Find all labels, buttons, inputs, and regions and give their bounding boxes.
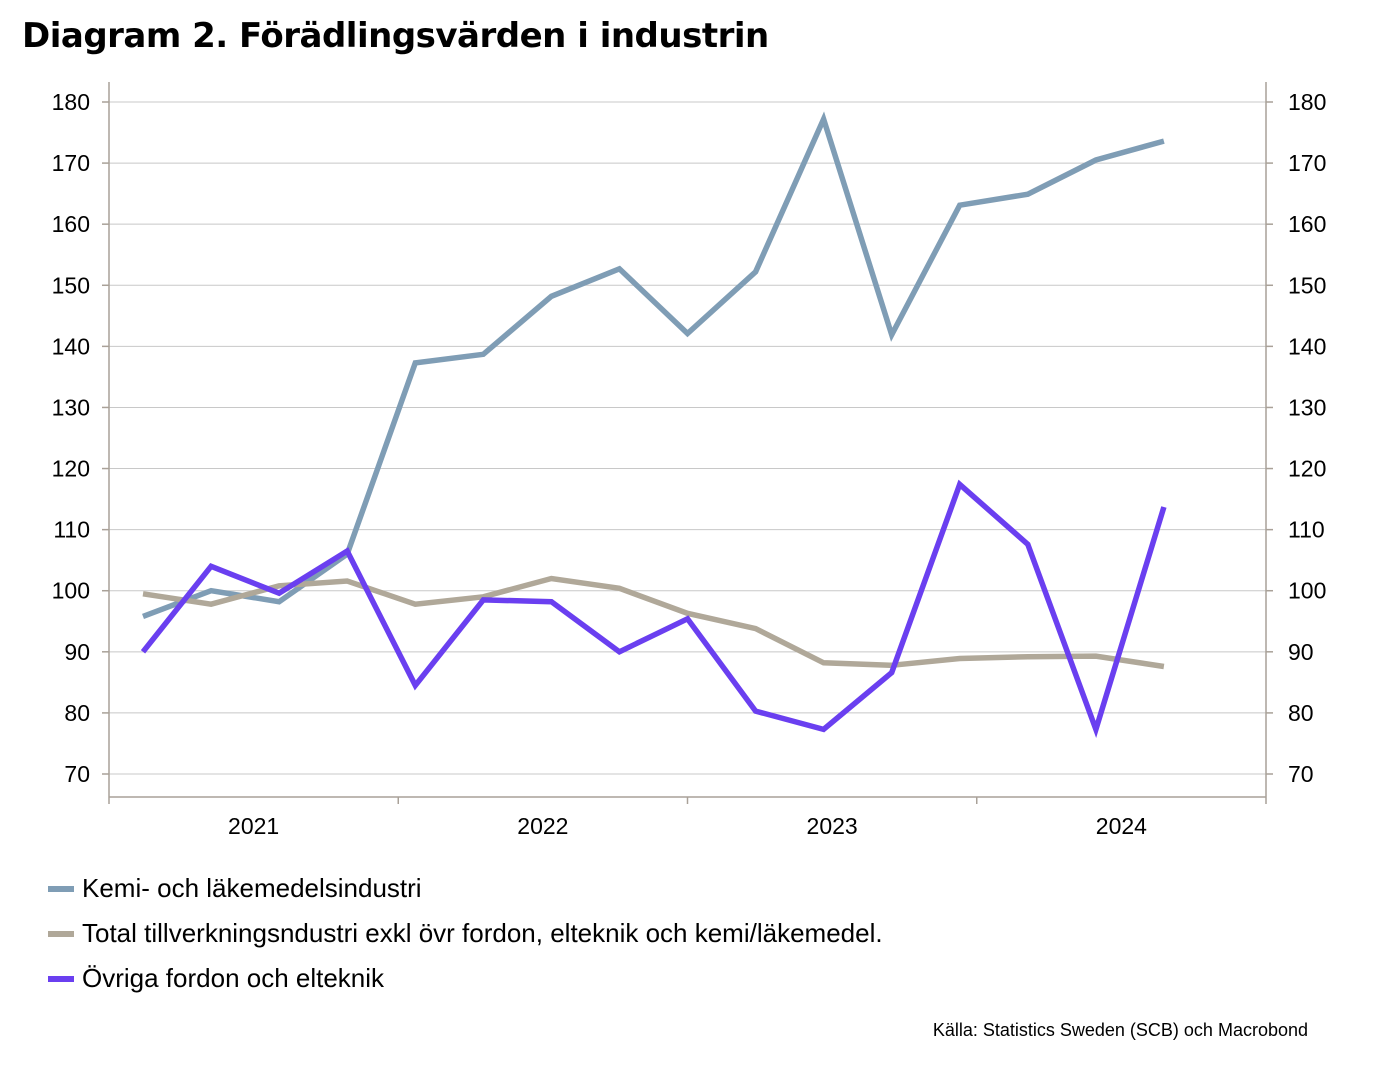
legend-item-total: Total tillverkningsndustri exkl övr ford…	[48, 911, 883, 956]
y-tick-label-left: 110	[53, 517, 90, 543]
gridlines	[109, 101, 1266, 775]
y-tick-label-right: 140	[1288, 333, 1326, 359]
y-tick-label-left: 160	[52, 211, 90, 237]
y-tick-label-right: 70	[1288, 761, 1314, 787]
y-tick-label-right: 150	[1288, 272, 1326, 298]
y-tick-label-left: 100	[52, 578, 90, 604]
y-tick-label-right: 110	[1288, 517, 1325, 543]
y-tick-label-left: 70	[64, 761, 90, 787]
legend-item-ovriga: Övriga fordon och elteknik	[48, 956, 883, 1001]
y-tick-label-right: 90	[1288, 639, 1314, 665]
y-tick-label-left: 80	[64, 700, 90, 726]
x-tick-label: 2023	[807, 813, 858, 839]
series-line-2	[140, 479, 1167, 739]
series-lines	[140, 111, 1167, 739]
y-tick-label-right: 170	[1288, 150, 1326, 176]
y-tick-label-right: 180	[1288, 89, 1326, 115]
y-tick-label-right: 120	[1288, 456, 1326, 482]
chart-title: Diagram 2. Förädlingsvärden i industrin	[22, 16, 769, 56]
y-tick-label-left: 140	[52, 333, 90, 359]
legend-label-kemi: Kemi- och läkemedelsindustri	[82, 873, 422, 903]
y-tick-label-right: 130	[1288, 394, 1326, 420]
y-tick-label-left: 150	[52, 272, 90, 298]
legend-label-ovriga: Övriga fordon och elteknik	[82, 963, 385, 993]
y-tick-label-left: 90	[64, 639, 90, 665]
legend-swatch-ovriga	[48, 975, 74, 982]
y-tick-label-right: 160	[1288, 211, 1326, 237]
x-tick-label: 2022	[517, 813, 568, 839]
series-line-0	[142, 111, 1165, 619]
y-tick-label-left: 120	[52, 456, 90, 482]
y-tick-label-left: 170	[52, 150, 90, 176]
series-line-1	[142, 575, 1165, 670]
x-tick-label: 2021	[228, 813, 279, 839]
legend-item-kemi: Kemi- och läkemedelsindustri	[48, 866, 883, 911]
y-tick-label-left: 130	[52, 394, 90, 420]
legend-label-total: Total tillverkningsndustri exkl övr ford…	[82, 918, 883, 948]
y-tick-label-right: 100	[1288, 578, 1326, 604]
y-tick-label-right: 80	[1288, 700, 1314, 726]
y-tick-label-left: 180	[52, 89, 90, 115]
legend-swatch-total	[48, 930, 74, 937]
legend: Kemi- och läkemedelsindustri Total tillv…	[48, 866, 883, 1001]
axes: 70 70 80 80 90 90 100 100 110 110 120 120 130 130 140 1…	[52, 82, 1326, 839]
source-note: Källa: Statistics Sweden (SCB) och Macro…	[932, 1020, 1308, 1040]
x-tick-label: 2024	[1096, 813, 1147, 839]
legend-swatch-kemi	[48, 885, 74, 892]
